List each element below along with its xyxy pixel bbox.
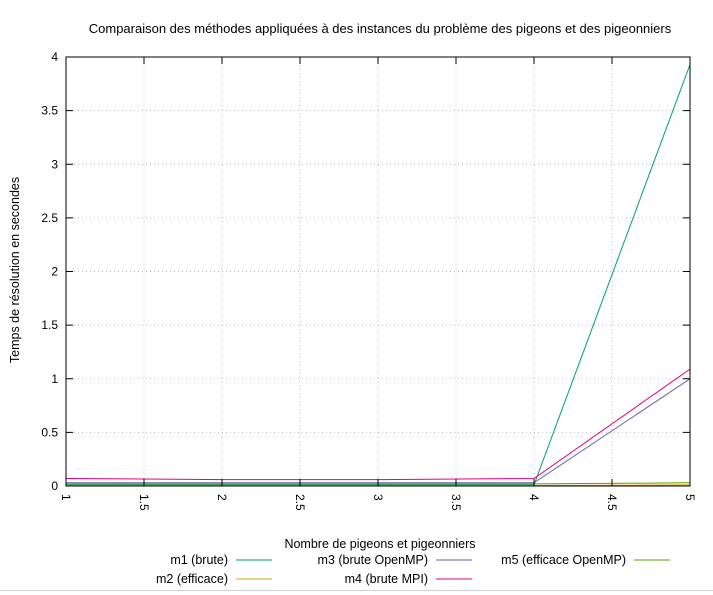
x-axis-label: Nombre de pigeons et pigeonniers — [284, 537, 475, 551]
y-tick-label: 0.5 — [41, 425, 58, 439]
legend-label: m1 (brute) — [170, 553, 228, 567]
y-tick-label: 4 — [51, 50, 58, 64]
axis-ticks: 0 0.5 1 1.5 2 2.5 3 3.5 4 1 1.5 2 2.5 3 3.5 4 4.5 5 — [41, 50, 697, 511]
x-tick-label: 5 — [683, 494, 697, 501]
y-tick-label: 0 — [51, 479, 58, 493]
x-tick-label: 4.5 — [605, 494, 619, 511]
y-tick-label: 1.5 — [41, 318, 58, 332]
legend-label: m5 (efficace OpenMP) — [501, 553, 626, 567]
legend-label: m4 (brute MPI) — [345, 572, 428, 586]
legend: m1 (brute) m2 (efficace) m3 (brute OpenMP)… — [156, 553, 670, 586]
bottom-divider — [0, 590, 713, 591]
legend-label: m3 (brute OpenMP) — [318, 553, 428, 567]
y-tick-label: 3.5 — [41, 104, 58, 118]
y-axis-label: Temps de résolution en secondes — [8, 177, 22, 363]
x-tick-label: 3.5 — [449, 494, 463, 511]
series-lines — [65, 64, 691, 486]
x-tick-label: 4 — [527, 494, 541, 501]
y-tick-label: 1 — [51, 372, 58, 386]
series-line — [66, 378, 691, 484]
chart-title: Comparaison des méthodes appliquées à de… — [89, 21, 672, 36]
y-tick-label: 2 — [51, 265, 58, 279]
x-tick-label: 1.5 — [137, 494, 151, 511]
legend-label: m2 (efficace) — [156, 572, 228, 586]
y-tick-label: 2.5 — [41, 211, 58, 225]
x-tick-label: 1 — [59, 494, 73, 501]
x-tick-label: 2.5 — [293, 494, 307, 511]
x-tick-label: 3 — [371, 494, 385, 501]
y-tick-label: 3 — [51, 157, 58, 171]
grid — [66, 57, 690, 486]
x-tick-label: 2 — [215, 494, 229, 501]
